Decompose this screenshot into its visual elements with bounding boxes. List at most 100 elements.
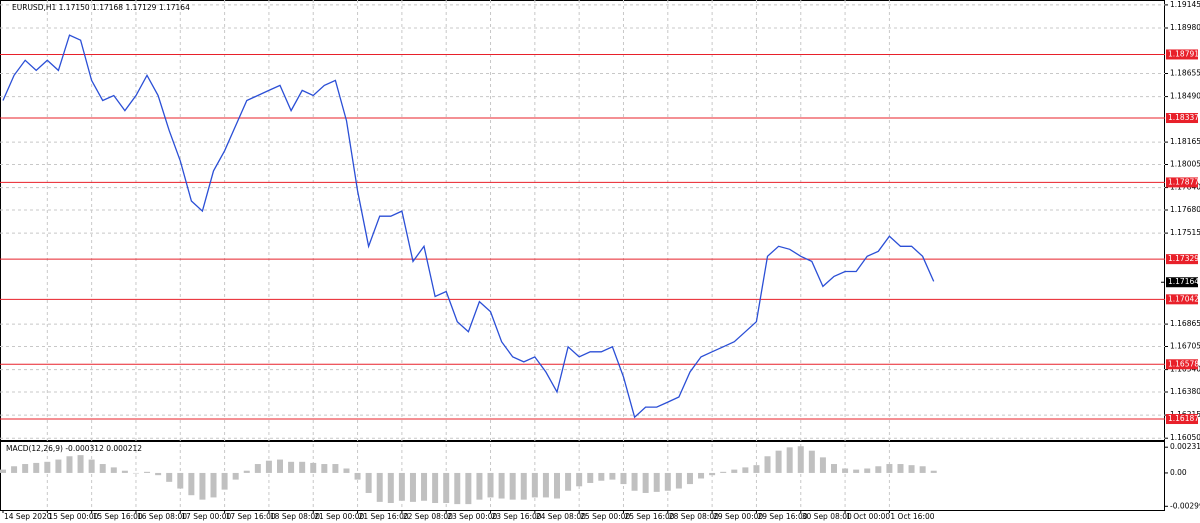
macd-bar — [299, 461, 306, 473]
level-label: 1.18791 — [1168, 49, 1199, 58]
macd-bar — [221, 472, 228, 490]
macd-bar — [720, 471, 727, 473]
macd-bar — [886, 464, 893, 473]
macd-bar — [842, 468, 849, 473]
y-tick-label: 1.16865 — [1170, 319, 1200, 328]
macd-bar — [88, 459, 95, 473]
x-tick-label: 25 Sep 16:00 — [624, 512, 674, 521]
y-tick-label: 1.18490 — [1170, 92, 1200, 101]
macd-bar — [775, 450, 782, 473]
macd-bar — [930, 470, 937, 473]
level-label: 1.16578 — [1168, 359, 1199, 368]
x-tick-label: 18 Sep 08:00 — [270, 512, 320, 521]
y-tick-label: -0.002997 — [1170, 501, 1200, 510]
level-label: 1.17877 — [1168, 177, 1199, 186]
macd-bar — [387, 472, 394, 503]
last-price-bg — [1166, 277, 1198, 288]
macd-bar — [919, 466, 926, 473]
macd-bar — [310, 462, 317, 473]
x-tick-label: 21 Sep 00:00 — [314, 512, 364, 521]
macd-bar — [709, 472, 716, 476]
x-tick-label: 22 Sep 08:00 — [403, 512, 453, 521]
macd-bar — [376, 472, 383, 502]
y-tick-label: 1.17680 — [1170, 205, 1200, 214]
macd-bar — [432, 472, 439, 503]
macd-bar — [121, 470, 128, 473]
y-tick-label: 1.16050 — [1170, 433, 1200, 442]
macd-bar — [210, 472, 217, 498]
macd-bar — [819, 457, 826, 473]
y-tick-label: 1.18165 — [1170, 137, 1200, 146]
macd-bar — [110, 467, 117, 473]
x-tick-label: 23 Sep 16:00 — [492, 512, 542, 521]
macd-bar — [664, 472, 671, 491]
macd-bar — [808, 450, 815, 473]
macd-bar — [132, 472, 139, 474]
x-tick-label: 1 Oct 16:00 — [890, 512, 934, 521]
macd-bar — [831, 464, 837, 473]
macd-bar — [897, 464, 904, 473]
macd-bar — [465, 472, 472, 505]
macd-bar — [609, 472, 616, 480]
macd-bar — [853, 469, 860, 473]
level-label: 1.16187 — [1168, 414, 1199, 423]
macd-bar — [509, 472, 516, 500]
x-tick-label: 28 Sep 08:00 — [669, 512, 719, 521]
x-tick-label: 15 Sep 16:00 — [93, 512, 143, 521]
macd-bar — [365, 472, 372, 493]
x-tick-label: 17 Sep 16:00 — [226, 512, 276, 521]
macd-bar — [398, 472, 405, 501]
macd-bar — [288, 461, 295, 473]
macd-bar — [55, 459, 62, 473]
level-label: 1.17042 — [1168, 294, 1199, 303]
macd-bar — [786, 447, 793, 473]
x-tick-label: 1 Oct 00:00 — [846, 512, 890, 521]
level-label-bg — [1166, 113, 1198, 124]
y-tick-label: 0.002313 — [1170, 442, 1200, 451]
macd-bar — [166, 472, 173, 482]
macd-bar — [542, 472, 549, 498]
macd-bar — [864, 468, 871, 473]
macd-bar — [421, 472, 428, 501]
x-tick-label: 23 Sep 00:00 — [447, 512, 497, 521]
level-label-bg — [1166, 254, 1198, 265]
macd-header: MACD(12,26,9) -0.000312 0.000212 — [6, 444, 142, 453]
macd-bar — [576, 472, 583, 487]
macd-bar — [66, 456, 73, 473]
x-tick-label: 25 Sep 00:00 — [580, 512, 630, 521]
level-label-bg — [1166, 414, 1198, 425]
y-tick-label: 1.18005 — [1170, 160, 1200, 169]
macd-bar — [554, 472, 560, 499]
macd-bar — [199, 472, 206, 500]
macd-bar — [686, 472, 693, 485]
plot-frame — [0, 0, 1165, 511]
macd-bar — [354, 472, 361, 480]
macd-bar — [77, 455, 84, 473]
macd-bar — [11, 466, 18, 473]
macd-bar — [44, 461, 51, 473]
macd-bar — [565, 472, 572, 491]
macd-bar — [343, 468, 350, 473]
level-label-bg — [1166, 359, 1198, 370]
macd-bar — [698, 472, 705, 479]
y-tick-label: 1.18655 — [1170, 69, 1200, 78]
macd-bar — [620, 472, 627, 485]
macd-bar — [653, 472, 660, 492]
macd-bar — [409, 472, 416, 502]
macd-bar — [243, 470, 250, 473]
y-tick-label: 0.00 — [1170, 468, 1187, 477]
macd-bar — [642, 472, 649, 493]
last-price-label: 1.17164 — [1168, 277, 1199, 286]
macd-bar — [797, 446, 804, 473]
macd-bar — [99, 464, 106, 473]
macd-bar — [155, 472, 162, 476]
macd-bar — [742, 467, 749, 473]
macd-bar — [454, 472, 461, 505]
symbol-header: EURUSD,H1 1.17150 1.17168 1.17129 1.1716… — [12, 3, 190, 12]
y-tick-label: 1.16705 — [1170, 342, 1200, 351]
macd-bar — [908, 465, 915, 473]
macd-bar — [675, 472, 682, 489]
macd-bar — [731, 469, 738, 473]
x-tick-label: 14 Sep 2020 — [4, 512, 52, 521]
